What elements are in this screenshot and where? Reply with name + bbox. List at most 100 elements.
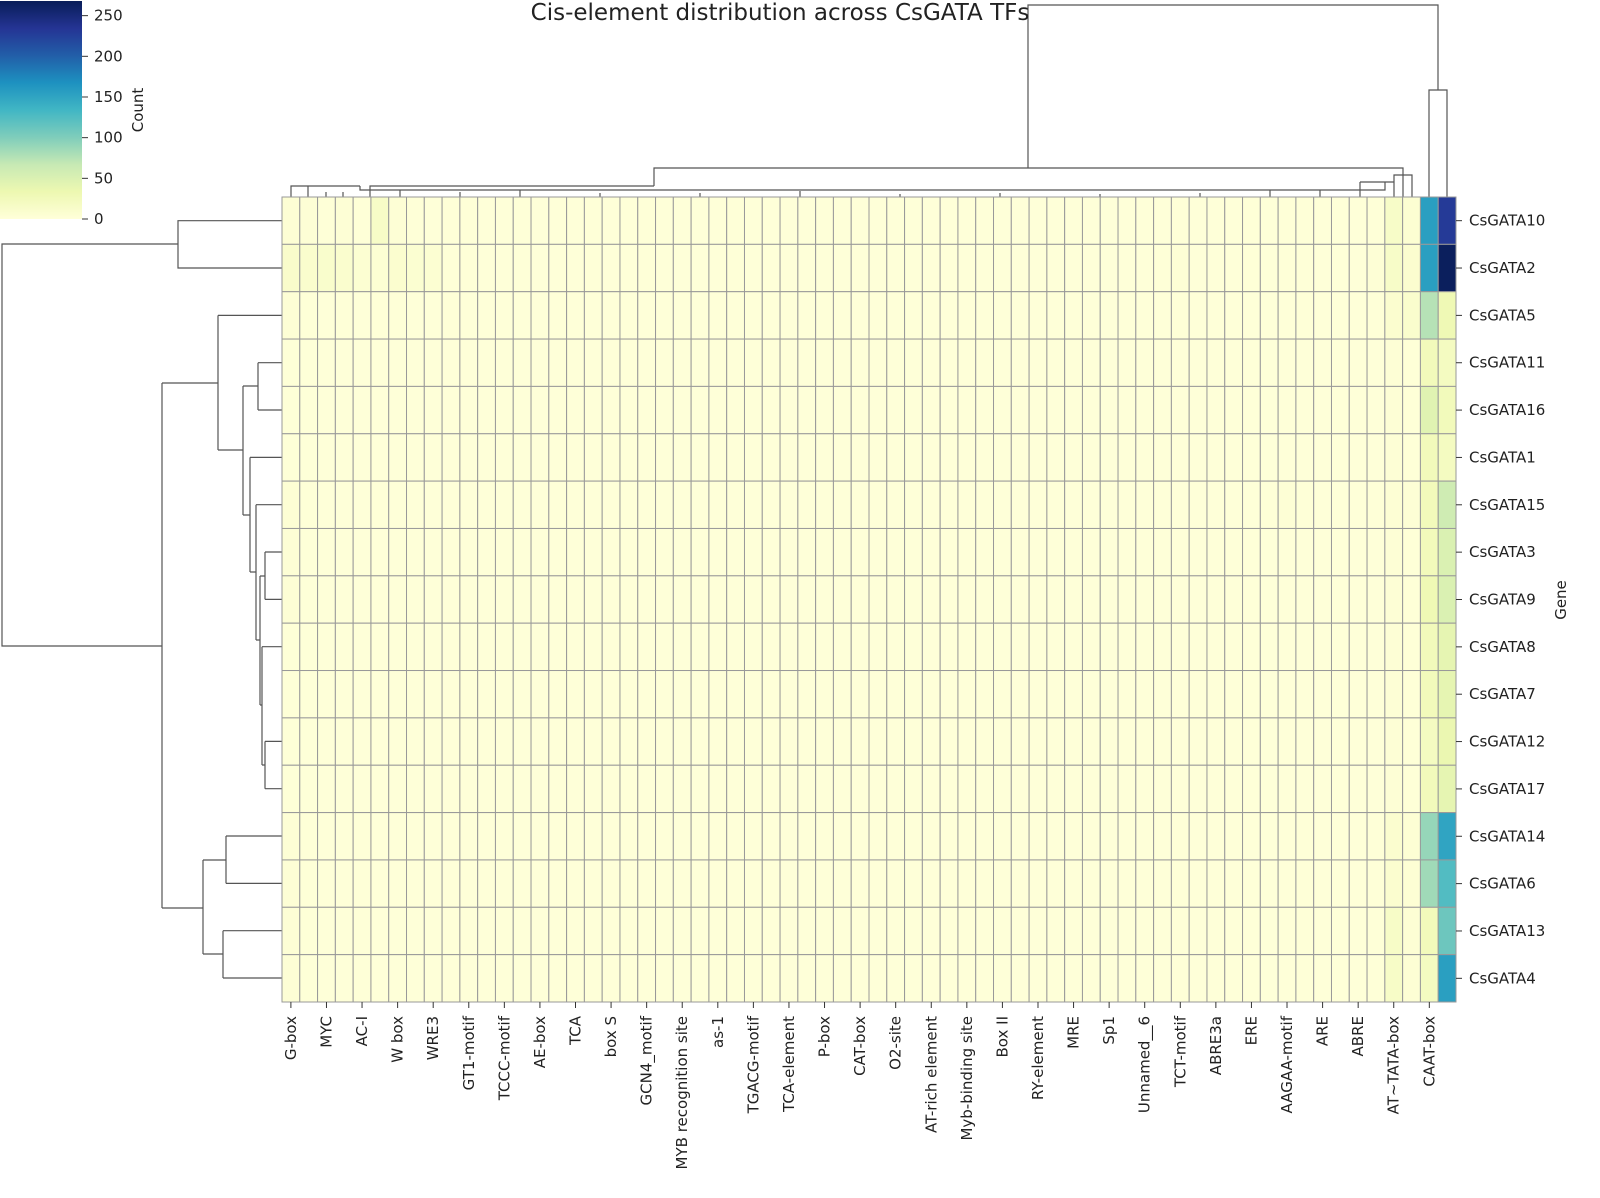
heatmap-cell (993, 717, 1012, 766)
heatmap-cell (1117, 575, 1137, 624)
heatmap-cell (1366, 622, 1386, 672)
heatmap-cell (1348, 670, 1368, 719)
colorbar-tick-label: 100 (94, 129, 123, 147)
heatmap-cell (1259, 196, 1279, 245)
heatmap-cell (1419, 622, 1439, 672)
heatmap-cell (1419, 243, 1439, 293)
heatmap-cell (619, 291, 639, 340)
heatmap-cell (1384, 812, 1404, 861)
x-tick-label: MYC (317, 1016, 335, 1048)
heatmap-cell (1277, 433, 1297, 482)
heatmap-cell (1277, 954, 1297, 1003)
heatmap-cell (459, 291, 479, 340)
heatmap-cell (1242, 291, 1261, 340)
heatmap-cell (352, 812, 372, 861)
heatmap-cell (1081, 717, 1101, 766)
heatmap-cell (566, 480, 585, 529)
heatmap-cell (637, 622, 657, 672)
heatmap-cell (477, 670, 496, 719)
heatmap-cell (1224, 480, 1244, 529)
heatmap-cell (1099, 670, 1119, 719)
heatmap-cell (334, 764, 354, 814)
heatmap-cell (1010, 243, 1030, 293)
heatmap-cell (459, 622, 479, 672)
heatmap-cell (1313, 433, 1332, 482)
heatmap-cell (1135, 812, 1155, 861)
heatmap-cell (530, 243, 550, 293)
heatmap-cell (868, 243, 888, 293)
heatmap-cell (406, 338, 425, 387)
heatmap-cell (726, 527, 745, 577)
heatmap-cell (1099, 385, 1119, 435)
heatmap-cell (1384, 670, 1404, 719)
heatmap-cell (548, 575, 568, 624)
heatmap-cell (583, 385, 603, 435)
heatmap-cell (423, 622, 443, 672)
heatmap-cell (423, 338, 443, 387)
heatmap-cell (406, 670, 425, 719)
heatmap-cell (672, 291, 692, 340)
heatmap-cell (441, 670, 461, 719)
heatmap-cell (619, 670, 639, 719)
heatmap-cell (1170, 575, 1190, 624)
heatmap-cell (655, 812, 674, 861)
heatmap-cell (1081, 480, 1101, 529)
heatmap-cell (868, 670, 888, 719)
heatmap-cell (1170, 717, 1190, 766)
heatmap-cell (655, 291, 674, 340)
heatmap-cell (939, 338, 959, 387)
x-tick-label: TCT-motif (1171, 1015, 1189, 1088)
heatmap-cell (548, 812, 568, 861)
heatmap-cell (726, 859, 745, 908)
heatmap-cell (850, 433, 870, 482)
heatmap-cell (1242, 480, 1261, 529)
heatmap-cell (743, 812, 763, 861)
heatmap-cell (1117, 243, 1137, 293)
heatmap-cell (921, 670, 941, 719)
heatmap-cell (1277, 527, 1297, 577)
heatmap-cell (1081, 243, 1101, 293)
heatmap-cell (1046, 954, 1066, 1003)
heatmap-cell (370, 859, 390, 908)
heatmap-cell (921, 812, 941, 861)
heatmap-cell (406, 717, 425, 766)
heatmap-cell (939, 906, 959, 956)
heatmap-cell (726, 812, 745, 861)
heatmap-cell (832, 433, 852, 482)
heatmap-cell (1224, 527, 1244, 577)
heatmap-cell (1277, 670, 1297, 719)
heatmap-cell (441, 717, 461, 766)
heatmap-cell (1170, 622, 1190, 672)
heatmap-cell (1242, 243, 1261, 293)
heatmap-cell (726, 575, 745, 624)
heatmap-cell (334, 717, 354, 766)
heatmap-cell (708, 812, 728, 861)
heatmap-cell (779, 906, 799, 956)
heatmap-cell (1064, 527, 1083, 577)
heatmap-cell (566, 764, 585, 814)
heatmap-cell (1366, 291, 1386, 340)
x-tick-label: TGACG-motif (744, 1015, 762, 1114)
x-tick-label: W box (389, 1016, 407, 1063)
heatmap-cell (815, 622, 834, 672)
heatmap-cell (1295, 954, 1315, 1003)
heatmap-cell (566, 717, 585, 766)
heatmap-cell (1402, 717, 1421, 766)
heatmap-cell (904, 764, 923, 814)
heatmap-cell (370, 670, 390, 719)
heatmap-cell (1135, 338, 1155, 387)
heatmap-cell (708, 764, 728, 814)
x-tick-label: Myb-binding site (958, 1016, 976, 1141)
heatmap-cell (761, 906, 781, 956)
heatmap-cell (299, 433, 319, 482)
heatmap-cell (317, 243, 336, 293)
colorbar-tick-label: 200 (94, 47, 123, 65)
heatmap-cell (583, 433, 603, 482)
heatmap-cell (1153, 385, 1172, 435)
heatmap-cell (494, 527, 514, 577)
heatmap-cell (743, 338, 763, 387)
heatmap-cell (281, 575, 301, 624)
heatmap-cell (459, 480, 479, 529)
heatmap-cell (512, 622, 532, 672)
heatmap-cell (637, 670, 657, 719)
